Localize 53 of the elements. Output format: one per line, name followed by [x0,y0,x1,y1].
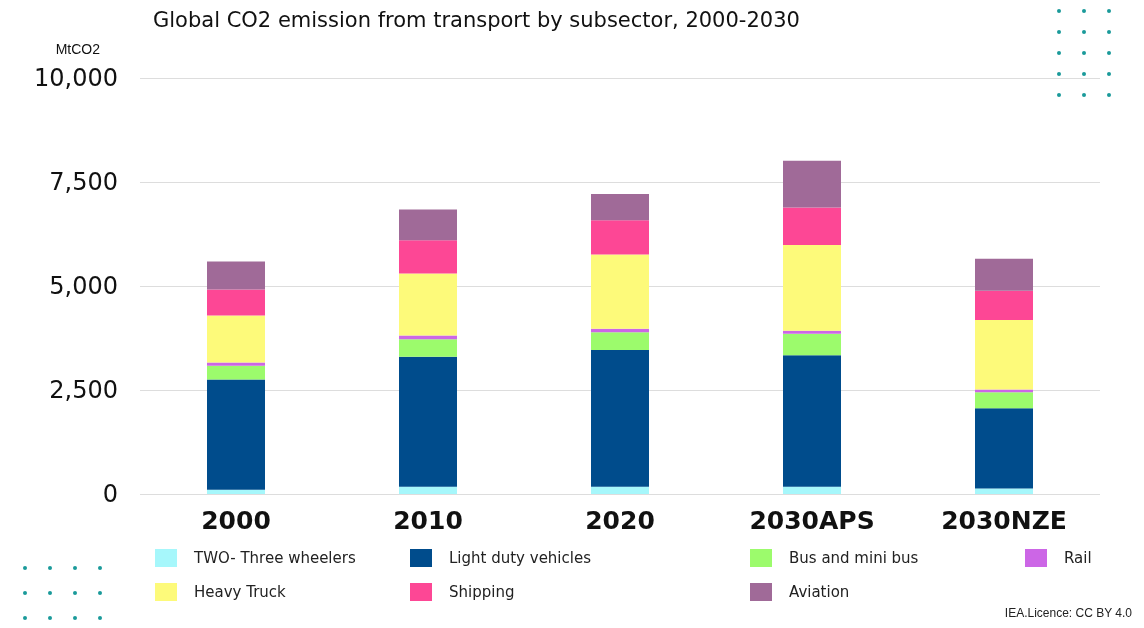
bar [399,240,457,274]
x-tick-label: 2020 [585,506,655,535]
bar [207,365,265,380]
bar [207,261,265,290]
legend-label: Aviation [789,583,850,601]
y-tick-label: 0 [102,480,118,508]
legend-label: Heavy Truck [194,583,287,601]
legend-label: Bus and mini bus [789,549,919,567]
bar [975,258,1033,291]
bar [783,330,841,334]
x-tick-label: 2030NZE [941,506,1067,535]
bar [783,207,841,246]
bar [783,355,841,487]
legend-label: Shipping [449,583,515,601]
x-tick-label: 2030APS [749,506,875,535]
bar [591,194,649,221]
bar [207,489,265,494]
chart-title: Global CO2 emission from transport by subsector, 2000-2030 [153,7,800,32]
x-tick-label: 2010 [393,506,463,535]
bar [975,319,1033,390]
bar [399,209,457,241]
bar [591,350,649,487]
x-tick-label: 2000 [201,506,271,535]
y-tick-label: 7,500 [49,168,118,196]
bar [975,392,1033,409]
bar [591,332,649,351]
bar [783,486,841,494]
bar [591,254,649,329]
bar [207,315,265,363]
bar [207,362,265,366]
bar [207,379,265,490]
bar [975,389,1033,393]
legend-label: Rail [1064,549,1092,567]
bar [783,160,841,208]
y-tick-label: 2,500 [49,376,118,404]
legend-label: Light duty vehicles [449,549,592,567]
bar [975,290,1033,320]
bar [399,356,457,487]
bar [591,220,649,255]
y-tick-label: 10,000 [34,64,118,92]
bar [591,486,649,494]
y-tick-label: 5,000 [49,272,118,300]
bar [207,289,265,316]
bar [399,273,457,336]
bar [783,245,841,331]
text: IEA.Licence: CC BY 4.0 [1004,606,1132,620]
legend-label: TWO- Three wheelers [193,549,356,567]
bar [399,339,457,357]
bar [399,486,457,494]
y-axis-title: MtCO2 [55,41,101,57]
bar [975,488,1033,494]
bar [975,408,1033,489]
bar [783,333,841,356]
